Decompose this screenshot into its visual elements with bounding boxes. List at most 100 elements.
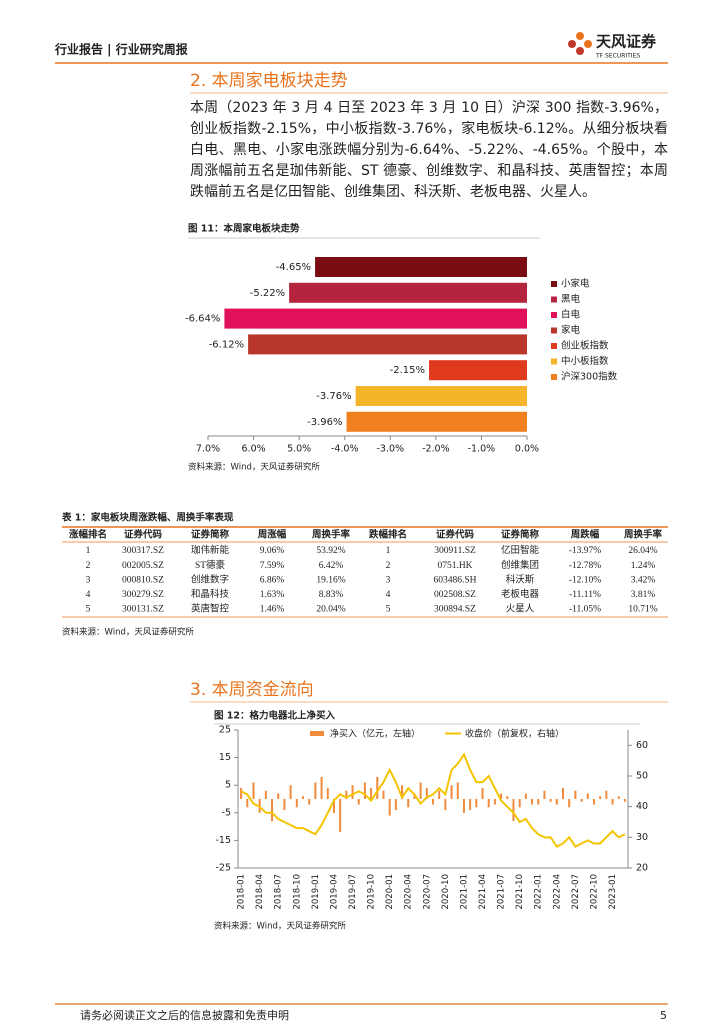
bar [580,799,583,802]
table-cell: 19.16% [316,575,345,585]
table-cell: 000810.SZ [122,575,164,585]
table-cell: 创维数字 [191,573,229,585]
bar [623,799,626,802]
table-header: 证券简称 [501,529,540,541]
bar [456,782,459,799]
x-tick-label: 2020-07 [422,874,432,910]
bar [289,785,292,799]
footer-disclaimer: 请务必阅读正文之后的信息披露和免责申明 [80,1008,289,1022]
legend-label: 白电 [561,309,581,321]
bar [574,790,577,799]
bar [487,799,490,808]
bar [562,787,564,799]
bar [351,785,354,799]
page-number: 5 [660,1009,667,1022]
legend-label: 创业板指数 [561,340,609,352]
bar [568,799,571,808]
x-tick-label: -3.0% [376,444,404,455]
x-tick-label: 2022-10 [589,874,599,910]
legend-swatch [551,312,557,318]
legend-label: 黑电 [561,293,581,305]
x-tick-label: 2019-04 [329,874,339,910]
legend-swatch [551,327,557,334]
bar [326,787,329,799]
bar [388,799,391,816]
bar [407,799,410,808]
bar [617,796,620,799]
x-tick-label: -2.0% [422,444,450,455]
y-tick-label: -25 [215,863,231,874]
bar [382,790,385,799]
x-tick-label: 2020-01 [385,874,395,910]
table-cell: -11.05% [569,605,601,615]
x-tick-label: 2018-01 [237,874,247,910]
x-tick-label: 2018-04 [255,874,265,910]
table-cell: 3 [86,575,91,585]
report-type: 行业报告 | 行业研究周报 [54,42,188,57]
bar [524,793,527,799]
table-header: 证券代码 [124,529,163,541]
table-cell: 1.46% [260,605,285,615]
body-text: 本周（2023 年 3 月 4 日至 2023 年 3 月 10 日）沪深 30… [190,100,668,200]
bar [308,799,311,805]
table-cell: 1 [386,546,391,556]
table-cell: 科沃斯 [506,573,535,585]
table-cell: 火星人 [506,604,535,615]
x-tick-label: 2021-10 [515,874,525,910]
table-header: 周换手率 [312,529,351,541]
table-header: 周跌幅 [571,529,600,541]
bar [376,776,379,799]
table-cell: 2 [386,561,391,571]
bar [555,799,558,805]
table-cell: 5 [386,605,391,615]
bar [271,799,274,822]
table-cell: -13.97% [569,546,602,556]
bar [500,793,503,799]
x-tick-label: -4.0% [331,444,359,455]
value-label: -6.64% [185,314,220,325]
bar [401,785,404,799]
x-tick-label: 2022-01 [534,874,544,910]
bar [339,799,342,833]
bar [599,796,602,799]
bar [518,799,521,808]
bar [512,799,515,822]
bar [531,799,534,805]
bar [605,790,608,799]
bar [355,386,527,406]
table-cell: 7.59% [260,561,285,571]
table-cell: 8.83% [319,590,344,600]
legend-label: 家电 [561,324,581,336]
table-cell: 20.04% [316,605,345,615]
bar [246,799,249,808]
bar [425,787,428,799]
table-cell: -11.11% [569,590,601,600]
bar [413,793,416,799]
x-tick-label: 5.0% [287,444,311,455]
legend-swatch [551,296,557,303]
bar [295,799,298,808]
legend-swatch [551,343,557,349]
bar [240,787,243,799]
x-tick-label: 2019-10 [367,874,377,910]
table-header: 跌幅排名 [369,529,407,541]
table-cell: 4 [86,590,91,600]
bar [537,799,540,805]
legend-swatch [551,281,557,287]
bar [469,799,472,811]
table-cell: 0751.HK [437,561,472,571]
y-tick-label: 15 [219,752,231,763]
table-cell: ST德豪 [195,559,225,571]
table-cell: 26.04% [628,546,657,556]
table-cell: 603486.SH [433,575,476,585]
section-title: 2. 本周家电板块走势 [190,71,348,91]
bar [592,799,595,805]
x-tick-label: 2021-04 [478,874,488,910]
table-cell: 亿田智能 [501,544,540,556]
table-cell: 老板电器 [501,588,540,600]
table-cell: 300279.SZ [122,590,164,600]
bar [332,799,335,813]
bar [481,787,484,799]
